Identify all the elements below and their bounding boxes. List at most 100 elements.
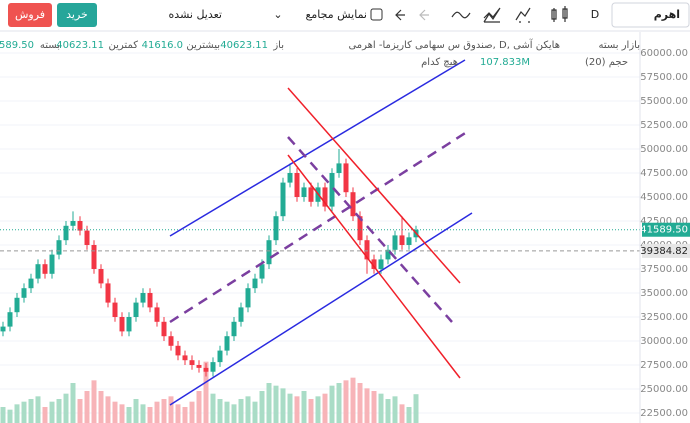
channel-line	[287, 87, 461, 284]
volume-bar	[147, 407, 153, 423]
volume-bar	[378, 393, 384, 423]
volume-bar	[84, 391, 90, 423]
compare-icon[interactable]	[483, 7, 501, 23]
indicators-icon[interactable]	[515, 7, 531, 23]
open-value: 40623.11	[220, 40, 268, 51]
candle-body	[161, 321, 167, 337]
dropdown-arrow[interactable]: ⌄	[273, 8, 282, 21]
volume-bar	[133, 399, 139, 423]
market-status: بازار بسته	[598, 40, 640, 51]
volume-bar	[399, 404, 405, 423]
candle-body	[266, 240, 272, 265]
volume-bar	[182, 407, 188, 423]
volume-bar	[322, 393, 328, 423]
volume-bar	[140, 404, 146, 423]
y-tick-label: 42500.00	[640, 216, 688, 227]
channel-line	[287, 154, 461, 379]
volume-bar	[259, 391, 265, 423]
checkbox[interactable]	[370, 8, 383, 21]
volume-bar	[329, 385, 335, 423]
symbol[interactable]: اهرم	[654, 8, 680, 21]
close-label: بسته	[40, 40, 60, 51]
candle-body	[308, 187, 314, 202]
volume-bar	[63, 393, 69, 423]
candle-body	[28, 278, 34, 289]
sell-label[interactable]: فروش	[15, 8, 45, 21]
adjustment[interactable]: تعدیل نشده	[169, 8, 222, 21]
symbol-search[interactable]	[611, 2, 690, 28]
redo-icon[interactable]	[419, 9, 429, 21]
volume-bar	[245, 396, 251, 423]
volume-bar	[91, 380, 97, 423]
y-tick-label: 60000.00	[640, 48, 688, 59]
volume-bar	[161, 399, 167, 423]
candle-body	[119, 316, 125, 332]
candle-body	[154, 307, 160, 322]
last-price-label: 41589.50	[640, 225, 688, 236]
volume-bar	[28, 399, 34, 423]
candle-body	[273, 216, 279, 241]
toolbar-bg	[0, 0, 690, 31]
volume-bar	[336, 383, 342, 423]
candle-body	[252, 278, 258, 289]
volume-bar	[119, 404, 125, 423]
volume-label: حجم (20)	[585, 57, 628, 68]
legend: بازار بسته صندوق س سهامی کاریزما- اهرمی,…	[0, 38, 640, 68]
candle-body	[280, 182, 286, 217]
volume-bar	[35, 396, 41, 423]
candle-body	[133, 302, 139, 317]
volume-bar	[175, 404, 181, 423]
candle-body	[231, 321, 237, 337]
candle-body	[189, 360, 195, 365]
ref-price-label: 39384.82	[640, 246, 688, 257]
line-icon[interactable]	[451, 11, 471, 19]
volume-bar	[203, 361, 209, 423]
y-tick-label: 30000.00	[640, 336, 688, 347]
candle-body	[91, 244, 97, 269]
candle-body	[322, 187, 328, 207]
interval-button[interactable]	[582, 3, 608, 27]
volume-bar	[266, 383, 272, 423]
volume-bar	[231, 404, 237, 423]
volume-bar	[0, 407, 6, 423]
low-label: کمترین	[109, 40, 139, 51]
candle-body	[105, 283, 111, 303]
candles-icon[interactable]	[551, 6, 568, 22]
volume-bar	[308, 399, 314, 423]
volume-bar	[42, 407, 48, 423]
y-tick-label: 25000.00	[640, 384, 688, 395]
volume-bar	[413, 394, 419, 423]
volume-bar	[56, 399, 62, 423]
show-meetings[interactable]: نمایش مجامع	[306, 8, 367, 21]
candle-body	[245, 288, 251, 308]
ref-price-box	[642, 243, 690, 258]
volume-bar	[287, 393, 293, 423]
buy-button[interactable]	[57, 3, 97, 27]
volume-bar	[126, 407, 132, 423]
volume-bar	[21, 401, 27, 423]
candle-body	[385, 249, 391, 260]
candle-body	[364, 240, 370, 260]
candle-body	[42, 264, 48, 274]
candle-body	[175, 345, 181, 356]
candle-body	[182, 355, 188, 361]
candle-body	[196, 364, 202, 368]
interval[interactable]: D	[591, 8, 599, 21]
y-tick-label: 47500.00	[640, 168, 688, 179]
channel-line	[169, 59, 466, 237]
volume-bar	[49, 401, 55, 423]
sell-button[interactable]	[8, 3, 52, 27]
candle-body	[112, 302, 118, 317]
channel-midline	[287, 136, 453, 323]
candle-body	[63, 225, 69, 241]
volume-bar	[217, 399, 223, 423]
buy-label[interactable]: خرید	[66, 8, 88, 21]
candle-body	[70, 220, 76, 226]
volume-bar	[406, 407, 412, 423]
close-value: 41589.50	[0, 40, 34, 51]
undo-icon[interactable]	[395, 9, 405, 21]
volume-bar	[238, 399, 244, 423]
y-tick-label: 50000.00	[640, 144, 688, 155]
candle-body	[287, 172, 293, 183]
